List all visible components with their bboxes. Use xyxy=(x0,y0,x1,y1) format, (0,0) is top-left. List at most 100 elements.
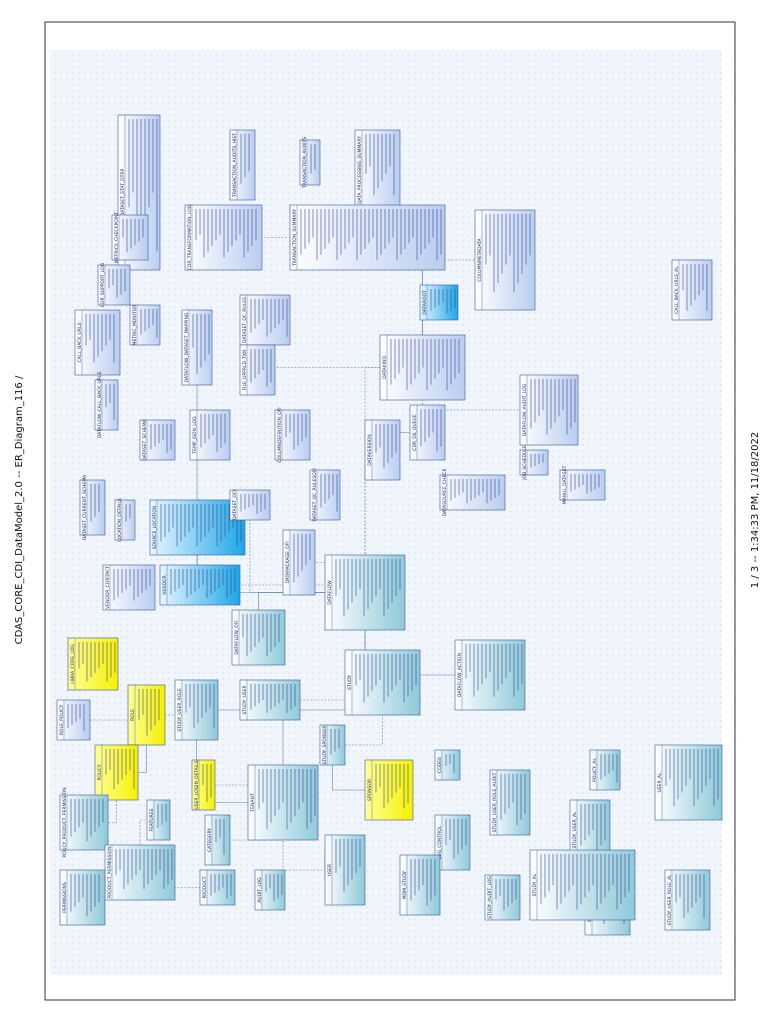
entity-name: STUDY_USER_ROLE_AL xyxy=(667,874,673,926)
entity-name: DATASET_CURRENT_SCHEMA xyxy=(82,474,88,540)
entity: DATAKIND xyxy=(379,334,466,401)
entity: DATAROOT xyxy=(419,284,459,321)
entity-name: DATAVERSION xyxy=(367,434,373,465)
entity-name: STUDY_USER_AL xyxy=(572,811,578,849)
entity-name: DATASOURCE_CHECK xyxy=(442,468,448,517)
entity: FILE_UPPRLD_TXN xyxy=(239,344,276,396)
entity-box xyxy=(671,259,713,321)
connector xyxy=(332,682,383,746)
entity-name: POLICY_PRODUCT_PERMISSION xyxy=(62,787,68,857)
entity-name: STUDY_AUDIT_LOG xyxy=(487,876,493,919)
entity-name: STUDY_USER_ROLE_AUDIT xyxy=(492,772,498,832)
entity-box xyxy=(654,744,723,821)
entity-name: LIBRA_CORE_LOG xyxy=(70,644,76,684)
entity: CDR_DS_QUEUE xyxy=(409,404,446,461)
entity-name: STUDY_AL xyxy=(532,873,538,896)
entity: LOCATION_DETAILS xyxy=(114,498,136,542)
entity-name: CDR_DS_QUEUE xyxy=(412,414,418,451)
entity-name: CATEGORY xyxy=(207,828,213,852)
entity-name: COLUMNMETADATA xyxy=(477,237,483,281)
entity: DATA_PROCESSING_SUMMARY xyxy=(354,129,401,211)
entity: DATAFLOW xyxy=(324,554,406,631)
entity: STUDY_SPONSOR xyxy=(319,724,346,766)
entity: COLUMNDEFINITION_OFI xyxy=(274,407,311,463)
entity-name: TEMP_JSON_LOG xyxy=(192,416,198,455)
entity: POLICY xyxy=(94,744,139,801)
entity-name: STUDY_USER xyxy=(242,685,248,714)
entity: FEATURES xyxy=(146,799,171,841)
entity: DATASET_CURRENT_SCHEMA xyxy=(79,474,106,540)
entity: VENDOR xyxy=(159,564,241,606)
entity-box xyxy=(67,637,119,691)
entity-name: FEATURES xyxy=(149,808,155,831)
entity: SOURCE_LOCATION xyxy=(149,499,246,556)
entity-name: DATAFLOW xyxy=(327,580,333,605)
entity-name: DATASET_OFI xyxy=(232,490,238,520)
entity-name: MDM_STUDY xyxy=(402,871,408,900)
entity: DATAPACKAGE_OFI xyxy=(282,529,316,596)
entity-name: METRIC_MONITOR xyxy=(132,305,138,346)
entity-box xyxy=(399,854,441,916)
entity-name: LOCATION_DETAILS xyxy=(117,498,123,542)
entity: DATASET_QC_RULES xyxy=(239,294,291,346)
entity-name: LOG_CONTROL xyxy=(437,825,443,859)
entity-name: USER xyxy=(327,864,333,876)
entity-name: ROLE xyxy=(130,709,136,721)
entity: CODES xyxy=(434,749,461,781)
entity-box xyxy=(529,849,636,921)
entity-name: DATA_PROCESSING_SUMMARY xyxy=(357,136,363,204)
entity: USER_LOGIN_DETAILS xyxy=(191,759,216,811)
entity-name: DATAROOT xyxy=(422,290,428,315)
entity: STUDY xyxy=(344,649,421,716)
entity-name: PRODUCT_PERMISSION xyxy=(107,846,113,898)
entity: DATAFLOW_AUDIT_LOG xyxy=(519,374,579,446)
entity: DATASET_OFI xyxy=(229,489,271,521)
page-footer: 1 / 3 -- 1:34:33 PM, 11/18/2022 xyxy=(750,432,761,588)
entity-box xyxy=(409,404,446,461)
entity-name: POLICY_AL xyxy=(592,758,598,782)
entity-name: DATASET_QC_RULESOFI xyxy=(312,468,318,521)
entity-box xyxy=(229,489,271,521)
entity: METRICS_CHECKPOINT xyxy=(111,212,149,264)
entity-name: SPONSOR xyxy=(367,779,373,801)
entity: TRANSACTION_AUDITS_HIST xyxy=(229,129,256,201)
entity: CDR_SUPPORT_LOG xyxy=(97,262,131,307)
entity-box xyxy=(489,769,531,836)
entity-box xyxy=(59,794,109,851)
entity: PRODUCT xyxy=(199,869,236,906)
entity-box xyxy=(189,409,231,461)
entity: MDM_STUDY xyxy=(399,854,441,916)
entity-name: CODES xyxy=(437,757,443,773)
entity-name: COLUMNDEFINITION_OFI xyxy=(277,407,283,462)
entity-name: DATASET_QC_RULES xyxy=(242,297,248,343)
entity-box xyxy=(79,479,106,536)
entity-name: AUDIT_LOG xyxy=(257,877,263,903)
entity-name: CALL_BACK_URLS_AL xyxy=(674,266,680,314)
entity-box xyxy=(289,204,446,271)
entity-name: STUDY xyxy=(347,675,353,690)
entity-name: TENANT xyxy=(250,793,256,812)
entity: TRANSACTION_SUMMARY xyxy=(289,204,446,271)
entity: JOB_SCHEDULE xyxy=(519,445,549,481)
entity: TENANT xyxy=(247,764,319,841)
entity-name: DATAFLOW_OFI xyxy=(234,620,240,654)
entity: DATAFLOW_DATASET_MAPPING xyxy=(181,309,213,386)
entity-name: METRICS_CHECKPOINT xyxy=(114,212,120,264)
entity-name: DATAFLOW_ACTION xyxy=(457,653,463,697)
entity: DATASOURCE_CHECK xyxy=(439,468,506,517)
entity: USER_AL xyxy=(654,744,723,821)
entity: METRIC_MONITOR xyxy=(129,305,161,346)
entity-name: DATAFLOW_DATASET_MAPPING xyxy=(184,312,190,382)
entity-name: PRODUCT xyxy=(202,876,208,898)
entity-name: FILE_UPPRLD_TXN xyxy=(242,350,248,391)
entity: SPONSOR xyxy=(364,759,414,821)
entity: DATAVERSION xyxy=(364,419,401,481)
entity: STUDY_USER_ROLE_AL xyxy=(664,869,711,931)
entity-name: SOURCE_LOCATION xyxy=(152,506,158,550)
entity-box xyxy=(239,344,276,396)
entity-name: STUDY_SPONSOR xyxy=(322,725,328,764)
entity-box xyxy=(274,409,311,461)
entity-box xyxy=(239,294,291,346)
entity-box xyxy=(199,869,236,906)
entity-box xyxy=(434,814,471,871)
